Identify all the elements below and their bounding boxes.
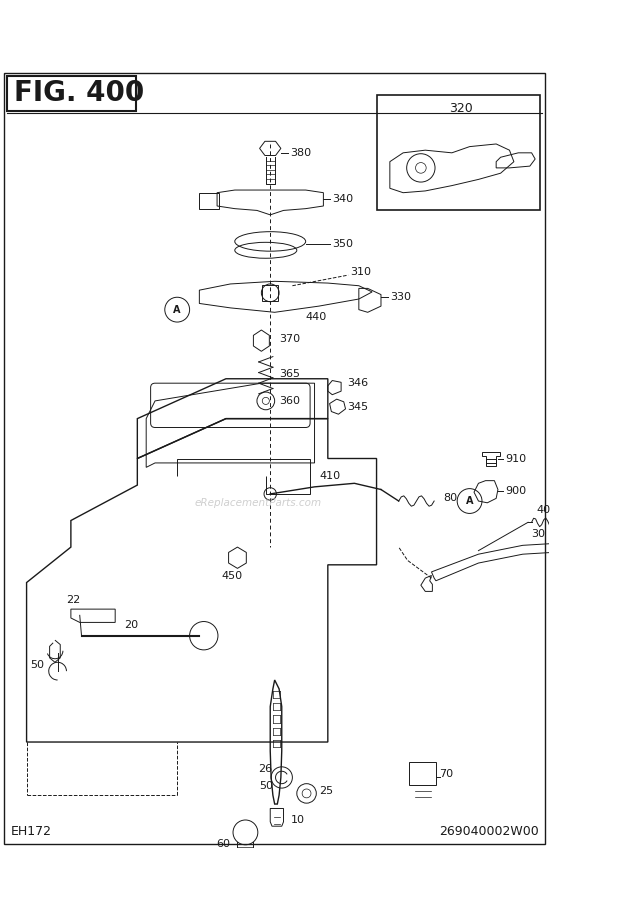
Text: EH172: EH172 [11,824,51,838]
Text: FIG. 400: FIG. 400 [14,80,144,107]
Text: 370: 370 [279,334,300,344]
Bar [7,76,136,111]
Text: 40: 40 [536,505,550,514]
Text: 345: 345 [347,403,368,412]
Text: 25: 25 [319,786,333,796]
Text: 900: 900 [505,486,526,496]
Text: 310: 310 [350,268,371,278]
Text: 380: 380 [290,148,311,158]
Text: 320: 320 [449,102,472,115]
Text: 410: 410 [319,471,340,481]
Text: 346: 346 [347,378,368,388]
Bar [376,95,541,210]
Text: A: A [466,496,473,506]
Text: 910: 910 [505,454,526,463]
Text: 50: 50 [30,660,44,670]
Text: A: A [174,304,181,315]
Text: 350: 350 [332,239,353,249]
Bar [200,193,219,209]
Text: 80: 80 [443,493,457,503]
Text: 20: 20 [124,620,138,630]
Text: 360: 360 [279,396,300,406]
Text: 330: 330 [390,293,411,303]
Text: 269040002W00: 269040002W00 [439,824,539,838]
Text: 340: 340 [332,193,353,204]
Text: 22: 22 [66,595,81,605]
Bar [485,458,496,466]
Bar [409,762,436,785]
Text: 30: 30 [531,529,546,539]
Text: eReplacementParts.com: eReplacementParts.com [195,498,322,508]
Text: 365: 365 [279,370,300,380]
Text: 450: 450 [221,571,242,581]
Text: 50: 50 [259,781,273,791]
Text: 10: 10 [291,815,304,825]
Text: 26: 26 [258,764,272,774]
Bar [262,285,278,301]
Text: 60: 60 [216,839,231,849]
Text: 440: 440 [306,312,327,322]
Text: 70: 70 [440,769,454,779]
